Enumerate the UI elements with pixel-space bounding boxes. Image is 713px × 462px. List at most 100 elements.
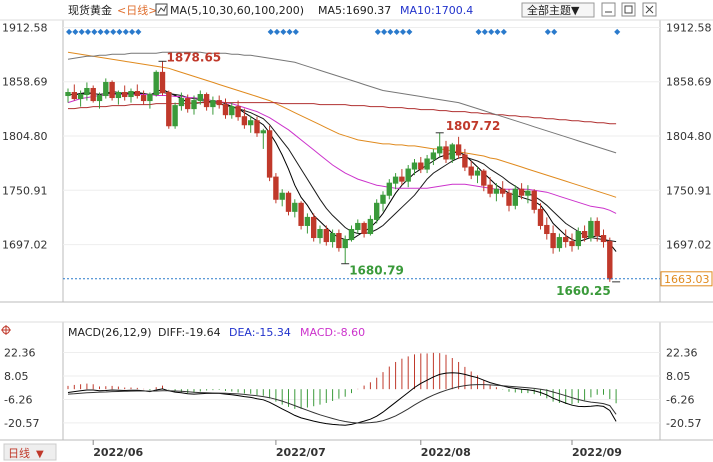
instrument-name: 现货黄金 <box>68 3 112 17</box>
candle-body <box>147 94 153 102</box>
candle-body <box>248 120 254 126</box>
candle-body <box>292 202 298 212</box>
time-tick-label: 2022/08 <box>421 446 471 459</box>
restore-button[interactable] <box>621 2 636 17</box>
candle-body <box>525 190 531 196</box>
event-marker: ◆ <box>104 27 111 36</box>
candle-body <box>386 182 393 196</box>
ma100-line <box>68 102 617 125</box>
candle-body <box>588 220 594 239</box>
price-tick-right: 1697.02 <box>666 239 712 252</box>
candle-body <box>90 87 96 102</box>
event-marker: ◆ <box>488 27 495 36</box>
event-marker: ◆ <box>494 27 501 36</box>
candle-body <box>178 98 185 107</box>
macd-histogram-value: MACD:-8.60 <box>300 326 365 339</box>
ma-toggle-box[interactable] <box>155 3 168 16</box>
minimize-button[interactable] <box>601 2 616 17</box>
candle-body <box>348 228 355 241</box>
event-marker: ◆ <box>381 27 388 36</box>
period-switch-button[interactable] <box>3 443 57 461</box>
macd-tick-right: 8.05 <box>666 370 691 383</box>
ma-params-label: MA(5,10,30,60,100,200) <box>170 4 304 17</box>
macd-tick-right: -6.26 <box>666 393 694 406</box>
candle-body <box>222 104 229 116</box>
candle-body <box>122 92 128 98</box>
candle-body <box>361 222 367 235</box>
restore-icon <box>624 5 633 14</box>
candle-body <box>317 228 323 239</box>
candle-body <box>84 87 90 96</box>
candle-body <box>254 120 260 134</box>
candle-body <box>462 154 468 168</box>
candle-body <box>285 192 292 212</box>
candle-body <box>556 237 563 249</box>
candle-body <box>399 176 405 182</box>
event-marker: ◆ <box>268 27 275 36</box>
event-marker: ◆ <box>280 27 287 36</box>
candle-body <box>273 176 279 200</box>
ma30-line <box>67 94 617 214</box>
candle-body <box>518 188 525 196</box>
event-marker: ◆ <box>394 27 401 36</box>
event-marker: ◆ <box>116 27 123 36</box>
macd-diff-value: DIFF:-19.64 <box>158 326 221 339</box>
macd-tick-left: -20.57 <box>4 417 39 430</box>
candle-body <box>229 106 235 116</box>
candle-body <box>260 130 267 134</box>
extreme-label: 1660.25 <box>556 284 611 298</box>
price-tick-left: 1858.69 <box>2 76 48 89</box>
candle-body <box>311 216 317 239</box>
candle-body <box>468 166 474 176</box>
macd-tick-right: -20.57 <box>666 417 701 430</box>
theme-select[interactable] <box>521 2 595 18</box>
event-marker: ◆ <box>551 27 558 36</box>
ma60-line <box>67 51 617 198</box>
macd-tick-left: -6.26 <box>4 393 32 406</box>
event-marker: ◆ <box>91 27 98 36</box>
candle-body <box>374 202 380 220</box>
candle-body <box>191 100 197 110</box>
candle-body <box>96 95 103 102</box>
candle-body <box>279 192 285 200</box>
candle-body <box>298 202 304 226</box>
last-price-label: 1663.03 <box>664 273 710 286</box>
event-marker: ◆ <box>387 27 394 36</box>
event-marker: ◆ <box>72 27 79 36</box>
candle-body <box>203 94 210 108</box>
candle-body <box>166 92 172 127</box>
candle-body <box>418 162 424 170</box>
price-tick-left: 1804.80 <box>2 130 48 143</box>
event-marker: ◆ <box>482 27 489 36</box>
ma10-line <box>68 91 617 243</box>
macd-dea-value: DEA:-15.34 <box>229 326 291 339</box>
macd-name: MACD(26,12,9) <box>68 326 152 339</box>
candle-body <box>607 241 613 280</box>
price-tick-left: 1912.58 <box>2 21 48 34</box>
extreme-label: 1680.79 <box>349 264 404 278</box>
event-marker: ◆ <box>66 27 73 36</box>
period-label[interactable]: <日线> <box>117 3 157 17</box>
event-marker: ◆ <box>614 27 621 36</box>
price-tick-left: 1697.02 <box>2 239 48 252</box>
candle-body <box>304 216 311 226</box>
candle-body <box>563 237 569 243</box>
candle-body <box>531 190 537 210</box>
price-tick-right: 1912.58 <box>666 21 712 34</box>
candle-body <box>197 94 204 102</box>
event-marker: ◆ <box>98 27 105 36</box>
event-marker: ◆ <box>476 27 483 36</box>
candle-body <box>65 92 71 97</box>
candle-body <box>134 91 141 97</box>
main-chart-frame <box>62 19 661 303</box>
candle-body <box>71 92 77 100</box>
candle-body <box>159 71 166 94</box>
event-marker: ◆ <box>123 27 130 36</box>
macd-tick-left: 22.36 <box>4 347 36 360</box>
price-tick-right: 1750.91 <box>666 184 712 197</box>
candle-body <box>424 158 430 170</box>
candle-body <box>493 188 500 194</box>
candle-body <box>411 162 418 170</box>
crosshair-icon[interactable] <box>1 325 11 335</box>
extreme-label: 1878.65 <box>167 50 222 64</box>
